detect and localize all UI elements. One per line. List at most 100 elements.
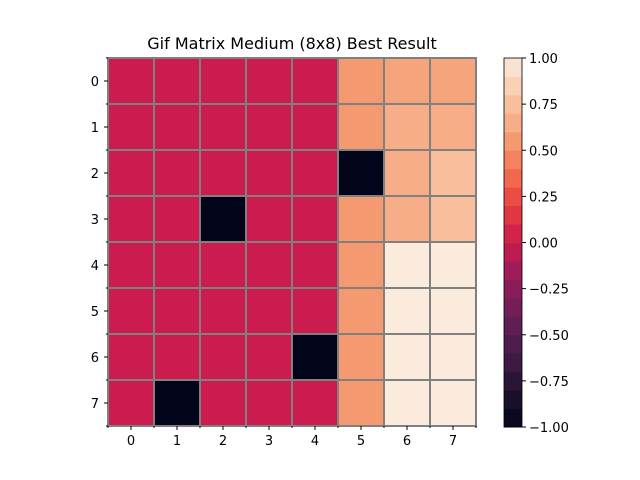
heatmap-cell-r3-c3 — [245, 195, 293, 243]
heatmap-cell-r5-c6 — [383, 287, 431, 335]
heatmap-cell-r1-c0 — [107, 103, 155, 151]
heatmap-cell-r1-c4 — [291, 103, 339, 151]
heatmap-cell-r1-c3 — [245, 103, 293, 151]
y-axis: 0 1 2 3 4 5 6 7 — [91, 57, 108, 427]
heatmap-cell-r7-c3 — [245, 379, 293, 427]
y-tick-label: 4 — [91, 259, 99, 274]
colorbar: 1.00 0.75 0.50 0.25 0.00 −0.25 −0.50 −0.75 −1.00 — [503, 52, 569, 436]
heatmap-cell-r1-c6 — [383, 103, 431, 151]
heatmap-cell-r0-c0 — [107, 57, 155, 105]
colorbar-segment — [504, 297, 522, 317]
heatmap-cell-r7-c6 — [383, 379, 431, 427]
heatmap-cell-r2-c4 — [291, 149, 339, 197]
colorbar-segment — [504, 260, 522, 280]
heatmap-cell-r3-c1 — [153, 195, 201, 243]
heatmap-cell-r6-c7 — [429, 333, 477, 381]
heatmap-cells — [107, 57, 477, 427]
colorbar-tick-label: −0.25 — [529, 283, 569, 298]
colorbar-segment — [504, 224, 522, 243]
heatmap-cell-r7-c5 — [337, 379, 385, 427]
x-tick-label: 3 — [265, 434, 273, 449]
heatmap-cell-r0-c3 — [245, 57, 293, 105]
heatmap-cell-r4-c6 — [383, 241, 431, 289]
heatmap-cell-r3-c6 — [383, 195, 431, 243]
heatmap-cell-r6-c6 — [383, 333, 431, 381]
heatmap-cell-r5-c2 — [199, 287, 247, 335]
x-tick-label: 4 — [311, 434, 319, 449]
heatmap-cell-r0-c2 — [199, 57, 247, 105]
heatmap-cell-r6-c2 — [199, 333, 247, 381]
colorbar-tick-label: −0.50 — [529, 329, 569, 344]
heatmap-cell-r4-c1 — [153, 241, 201, 289]
y-tick-label: 3 — [91, 213, 99, 228]
heatmap-cell-r3-c7 — [429, 195, 477, 243]
colorbar-tick-label: 0.50 — [529, 144, 558, 159]
heatmap-cell-r3-c5 — [337, 195, 385, 243]
y-tick-label: 7 — [91, 397, 99, 412]
heatmap-cell-r7-c0 — [107, 379, 155, 427]
x-tick-label: 0 — [127, 434, 135, 449]
heatmap-cell-r4-c7 — [429, 241, 477, 289]
y-tick-label: 0 — [91, 75, 99, 90]
colorbar-segment — [504, 187, 522, 207]
heatmap-cell-r0-c4 — [291, 57, 339, 105]
colorbar-segment — [504, 316, 522, 336]
y-tick-label: 6 — [91, 351, 99, 366]
heatmap-cell-r0-c6 — [383, 57, 431, 105]
heatmap-cell-r6-c5 — [337, 333, 385, 381]
heatmap-cell-r2-c7 — [429, 149, 477, 197]
heatmap-cell-r5-c5 — [337, 287, 385, 335]
heatmap-cell-r1-c7 — [429, 103, 477, 151]
heatmap-cell-r3-c2 — [199, 195, 247, 243]
heatmap-cell-r7-c2 — [199, 379, 247, 427]
colorbar-tick-label: 0.25 — [529, 190, 558, 205]
heatmap-cell-r4-c4 — [291, 241, 339, 289]
colorbar-tick-label: 1.00 — [529, 52, 558, 67]
heatmap-cell-r0-c5 — [337, 57, 385, 105]
colorbar-tick-label: 0.00 — [529, 237, 558, 252]
colorbar-segment — [504, 113, 522, 133]
heatmap-cell-r5-c4 — [291, 287, 339, 335]
heatmap-cell-r6-c4 — [291, 333, 339, 381]
colorbar-segment — [504, 94, 522, 114]
colorbar-segment — [504, 279, 522, 299]
heatmap-cell-r4-c3 — [245, 241, 293, 289]
colorbar-tick-label: −0.75 — [529, 375, 569, 390]
heatmap-cell-r5-c1 — [153, 287, 201, 335]
heatmap-cell-r5-c0 — [107, 287, 155, 335]
y-tick-label: 1 — [91, 121, 99, 136]
colorbar-segment — [504, 390, 522, 410]
colorbar-segment — [504, 242, 522, 262]
colorbar-segment — [504, 334, 522, 354]
colorbar-segment — [504, 58, 522, 77]
heatmap-cell-r2-c2 — [199, 149, 247, 197]
heatmap-cell-r6-c0 — [107, 333, 155, 381]
x-tick-label: 1 — [173, 434, 181, 449]
heatmap-cell-r1-c1 — [153, 103, 201, 151]
heatmap-cell-r1-c5 — [337, 103, 385, 151]
colorbar-tick-label: −1.00 — [529, 421, 569, 436]
colorbar-segment — [504, 168, 522, 188]
chart-title: Gif Matrix Medium (8x8) Best Result — [147, 34, 436, 53]
heatmap-cell-r5-c7 — [429, 287, 477, 335]
colorbar-tick-label: 0.75 — [529, 98, 558, 113]
heatmap-cell-r1-c2 — [199, 103, 247, 151]
heatmap-cell-r4-c5 — [337, 241, 385, 289]
y-tick-label: 5 — [91, 305, 99, 320]
x-tick-label: 6 — [403, 434, 411, 449]
x-tick-label: 7 — [449, 434, 457, 449]
heatmap-cell-r6-c1 — [153, 333, 201, 381]
heatmap-cell-r6-c3 — [245, 333, 293, 381]
heatmap-cell-r2-c5 — [337, 149, 385, 197]
heatmap-cell-r3-c0 — [107, 195, 155, 243]
x-tick-label: 2 — [219, 434, 227, 449]
heatmap-cell-r7-c4 — [291, 379, 339, 427]
heatmap-cell-r0-c1 — [153, 57, 201, 105]
heatmap-cell-r4-c0 — [107, 241, 155, 289]
heatmap-cell-r7-c1 — [153, 379, 201, 427]
colorbar-segment — [504, 76, 522, 96]
x-axis: 0 1 2 3 4 5 6 7 — [107, 426, 477, 449]
heatmap-cell-r2-c6 — [383, 149, 431, 197]
heatmap-cell-r5-c3 — [245, 287, 293, 335]
